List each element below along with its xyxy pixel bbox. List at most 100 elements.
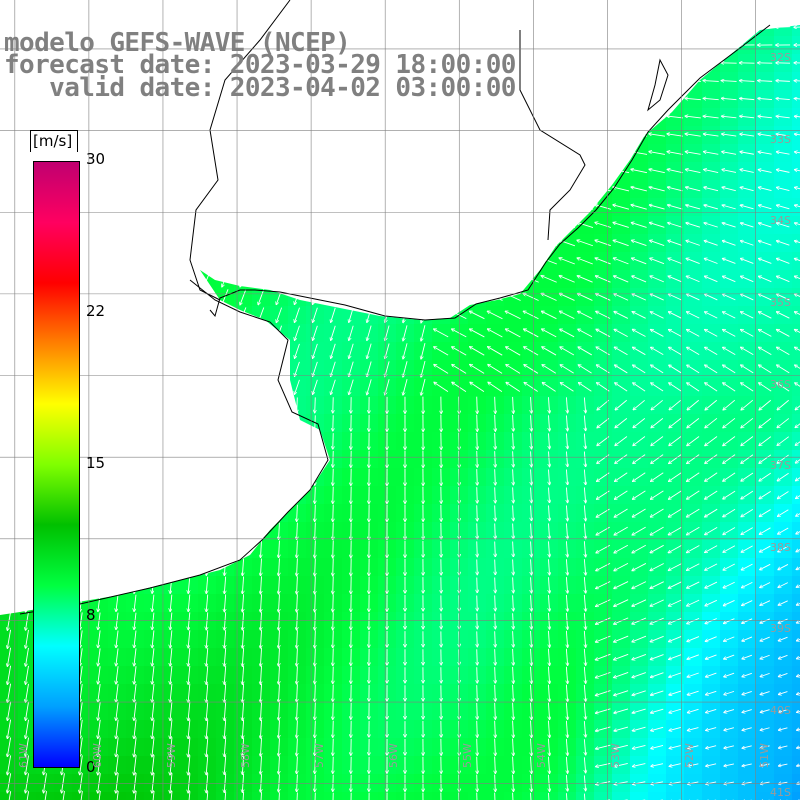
latitude-label: 37S [770,459,791,473]
wind-arrow [477,541,478,556]
field-cell [792,576,800,595]
field-cell [792,522,800,541]
wind-arrow [333,576,334,593]
field-cell [792,486,800,505]
longitude-label: 61W [16,743,30,768]
wind-arrow [495,487,496,502]
wind-arrow [477,613,478,628]
wind-arrow [315,522,316,540]
field-cell [792,216,800,235]
wind-arrow [477,631,478,646]
wind-arrow [477,702,478,719]
wind-arrow [315,504,316,522]
latitude-label: 40S [770,704,791,718]
wind-arrow [477,685,478,701]
wind-arrow [315,720,316,738]
longitude-label: 53W [609,743,623,768]
wind-arrow [477,756,478,774]
wind-arrow [477,469,478,485]
longitude-label: 51W [757,743,771,768]
latitude-label: 41S [770,785,791,799]
colorbar-tick-label: 8 [86,606,96,624]
field-cell [792,792,800,800]
field-cell [792,324,800,343]
field-cell [792,450,800,469]
field-cell [684,792,703,800]
latitude-label: 39S [770,622,791,636]
field-cell [792,162,800,181]
longitude-label: 57W [313,743,327,768]
wind-arrow [477,432,478,449]
wind-arrow [315,702,316,720]
field-cell [792,180,800,199]
wind-arrow [477,649,478,664]
field-cell [792,666,800,685]
field-cell [792,252,800,271]
field-cell [792,234,800,253]
longitude-label: 56W [387,743,401,768]
field-cell [792,126,800,145]
field-cell [792,504,800,523]
latitude-label: 33S [770,132,791,146]
wind-arrow [333,612,334,629]
latitude-label: 32S [770,50,791,64]
colorbar-tick-label: 15 [86,454,106,472]
field-cell [792,198,800,217]
valid-date: valid date: 2023-04-02 03:00:00 [4,73,516,103]
field-cell [630,792,649,800]
field-cell [792,630,800,649]
field-cell [648,792,667,800]
wind-arrow [495,541,496,556]
wind-arrow [495,505,496,520]
wind-arrow [315,648,316,665]
wind-arrow [333,594,334,611]
longitude-label: 58W [239,743,253,768]
field-cell [792,432,800,451]
field-cell [792,414,800,433]
longitude-label: 54W [535,743,549,768]
field-cell [792,108,800,127]
wind-arrow [477,450,478,467]
field-cell [792,378,800,397]
field-cell [792,360,800,379]
longitude-label: 55W [461,743,475,768]
longitude-label: 60W [90,743,104,768]
colorbar-tick-label: 30 [86,150,106,168]
wind-arrow [476,792,478,800]
wind-arrow [315,666,316,683]
latitude-label: 35S [770,295,791,309]
field-cell [792,144,800,163]
wind-arrow [477,414,478,431]
wind-arrow [477,595,478,610]
wind-arrow [315,397,316,412]
wind-arrow [477,396,478,414]
wind-arrow [495,559,496,574]
field-cell [792,558,800,577]
wind-arrow [315,486,316,503]
field-cell [792,306,800,325]
wind-arrow [495,577,496,592]
wind-arrow [477,774,478,792]
wind-arrow [315,540,316,557]
wind-arrow [477,559,478,574]
field-cell [594,792,613,800]
field-cell [792,648,800,667]
wind-arrow [315,684,316,701]
latitude-label: 34S [770,214,791,228]
field-cell [792,594,800,613]
wind-arrow [477,523,478,538]
wind-arrow [794,27,800,28]
field-cell [792,270,800,289]
field-cell [702,792,721,800]
colorbar-unit-label: [m/s] [33,132,73,150]
field-cell [720,792,739,800]
wind-arrow [333,540,334,557]
field-cell [792,612,800,631]
wind-arrow [495,595,496,610]
field-cell [792,540,800,559]
wind-arrow [495,613,496,628]
wind-arrow [477,577,478,592]
field-cell [792,396,800,415]
